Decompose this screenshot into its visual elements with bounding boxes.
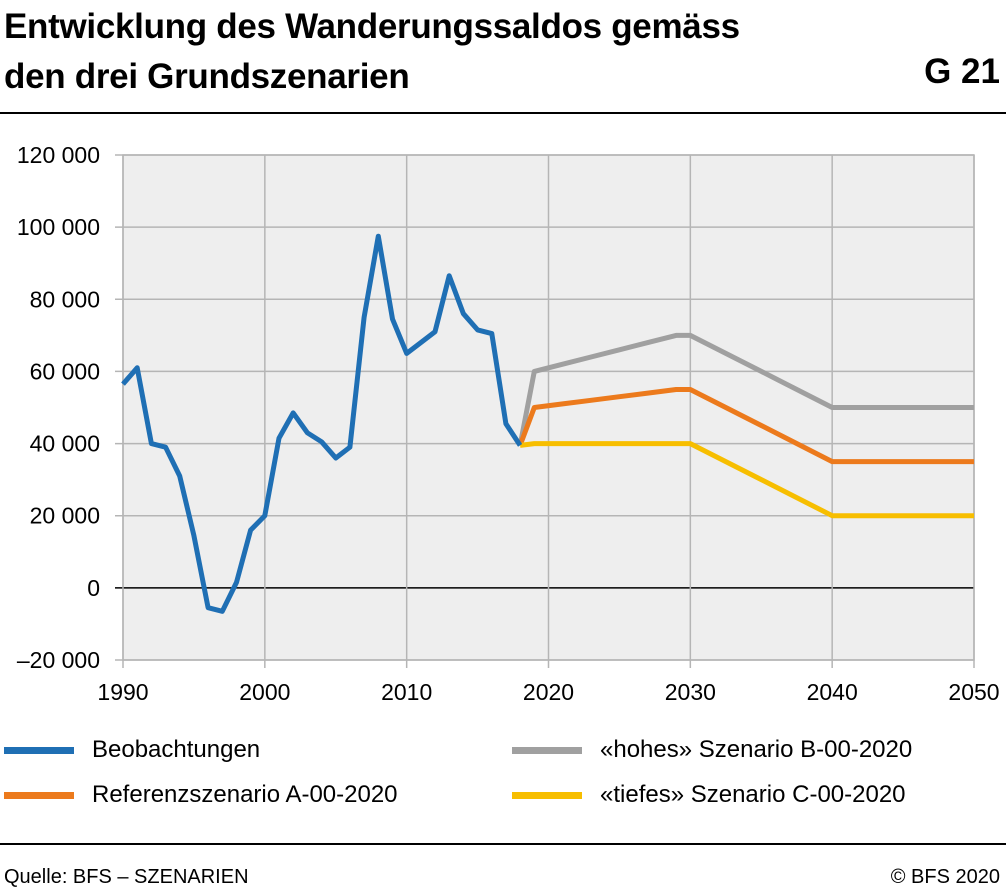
y-tick-label: 40 000 <box>30 431 100 457</box>
copyright-note: © BFS 2020 <box>890 866 1000 888</box>
series-line-2 <box>517 387 974 465</box>
legend-label: «tiefes» Szenario C-00-2020 <box>600 781 906 808</box>
x-tick-label: 1990 <box>97 679 148 705</box>
y-tick-label: 80 000 <box>30 286 100 312</box>
source-note: Quelle: BFS – SZENARIEN <box>4 866 249 888</box>
chart-title-line-2: den drei Grundszenarien <box>4 57 410 96</box>
y-tick-label: –20 000 <box>17 647 100 673</box>
series-line-0 <box>121 233 523 614</box>
legend-swatch <box>512 792 582 799</box>
series-line-1 <box>517 332 974 446</box>
figure-number: G 21 <box>924 52 1000 91</box>
series-layer <box>121 233 974 614</box>
x-tick-label: 2020 <box>523 679 574 705</box>
y-axis-ticks: –20 000 0 20 000 40 000 60 000 80 000 100 000 1… <box>17 142 100 673</box>
x-tick-label: 2000 <box>239 679 290 705</box>
x-tick-label: 2050 <box>948 679 999 705</box>
y-tick-label: 0 <box>87 575 100 601</box>
top-divider <box>0 112 1006 114</box>
y-tick-label: 20 000 <box>30 503 100 529</box>
y-tick-label: 60 000 <box>30 358 100 384</box>
x-tick-label: 2040 <box>807 679 858 705</box>
legend-label: «hohes» Szenario B-00-2020 <box>600 736 913 763</box>
y-tick-label: 100 000 <box>17 214 100 240</box>
x-tick-label: 2030 <box>665 679 716 705</box>
y-tick-label: 120 000 <box>17 142 100 168</box>
legend-label: Beobachtungen <box>92 736 261 763</box>
chart-title-line-1: Entwicklung des Wanderungssaldos gemäss <box>4 7 740 46</box>
grid-lines <box>115 154 975 668</box>
legend-swatch <box>512 747 582 754</box>
x-tick-label: 2010 <box>381 679 432 705</box>
line-chart: –20 000 0 20 000 40 000 60 000 80 000 100 000 1… <box>17 142 1000 705</box>
chart-title: Entwicklung des Wanderungssaldos gemäss … <box>4 2 864 102</box>
legend-label: Referenzszenario A-00-2020 <box>92 781 398 808</box>
bottom-divider <box>0 843 1006 845</box>
legend-swatch <box>4 747 74 754</box>
series-line-3 <box>519 441 974 519</box>
legend-swatch <box>4 792 74 799</box>
x-axis-ticks: 1990 2000 2010 2020 2030 2040 2050 <box>97 679 999 705</box>
